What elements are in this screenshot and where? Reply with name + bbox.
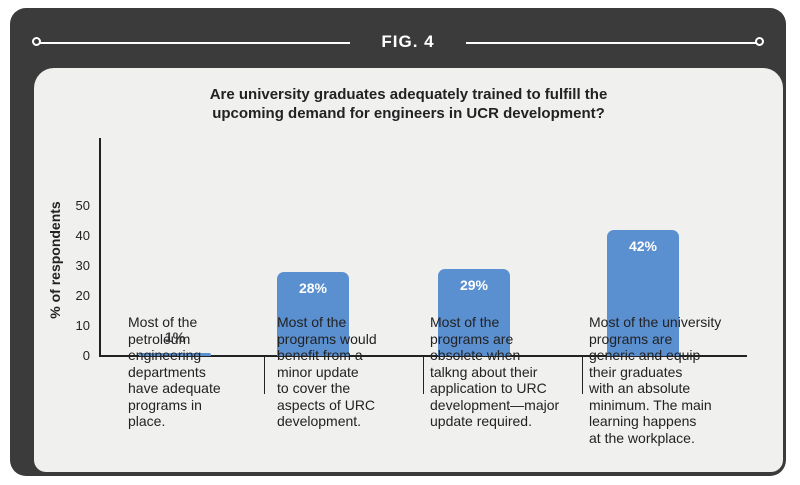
category-separator-1	[264, 356, 265, 394]
bar-data-label: 28%	[298, 280, 328, 296]
chart-title: Are university graduates adequately trai…	[34, 85, 783, 123]
bar	[438, 269, 510, 356]
bar	[607, 230, 679, 356]
y-tick-label: 50	[75, 198, 90, 213]
bar	[139, 353, 211, 356]
category-label-line: generic and equip	[589, 347, 701, 363]
category-label-line: programs are	[430, 330, 514, 347]
header-right-dot	[755, 37, 764, 46]
category-label: Most of the university programs are generi…	[589, 314, 721, 446]
category-label-line: with an absolute	[589, 380, 691, 396]
y-tick-label: 40	[75, 228, 90, 243]
category-label-line: talkng about their	[430, 363, 538, 380]
y-tick-label: 30	[75, 258, 90, 273]
bar-data-label: 42%	[628, 238, 658, 254]
category-label-line: development.	[277, 413, 362, 429]
category-separator-2	[423, 356, 424, 394]
category-label-line: aspects of URC	[277, 396, 376, 413]
category-label-line: programs are	[589, 330, 673, 347]
category-label-line: learning happens	[589, 413, 697, 429]
category-label-line: departments	[128, 363, 206, 380]
category-label-line: their graduates	[589, 363, 683, 380]
category-label-line: programs would	[277, 330, 377, 347]
header-right-rule	[466, 42, 756, 44]
header-left-dot	[32, 37, 41, 46]
category-label-line: petroleum	[128, 330, 191, 347]
category-label-line: development—major	[430, 396, 560, 413]
category-label-line: to cover the	[277, 380, 351, 396]
category-label-line: benefit from a	[277, 347, 363, 363]
y-axis-label: % of respondents	[47, 201, 63, 319]
y-axis-line	[99, 138, 101, 356]
category-label-line: engineering	[128, 347, 202, 363]
category-label-line: Most of the	[128, 314, 198, 330]
category-label-line: obsolete when	[430, 347, 521, 363]
chart-panel: Are university graduates adequately trai…	[34, 68, 783, 472]
category-label-line: update required.	[430, 413, 532, 429]
category-label-line: Most of the	[277, 314, 347, 330]
category-label-line: have adequate	[128, 380, 221, 396]
figure-label: FIG. 4	[381, 32, 435, 51]
category-label-line: application to URC	[430, 380, 547, 396]
figure-frame: FIG. 4 Are university graduates adequate…	[10, 8, 786, 476]
bar-data-label: 29%	[459, 277, 489, 293]
category-label: Most of the petroleum engineering departmen…	[128, 314, 221, 430]
category-label-line: Most of the university	[589, 314, 722, 330]
category-label: Most of the programs are obsolete when talk…	[430, 314, 559, 430]
category-label-line: Most of the	[430, 314, 500, 330]
bar-data-label: 1%	[164, 329, 186, 345]
y-tick-label: 10	[75, 318, 90, 333]
category-label-line: minimum. The main	[589, 396, 712, 413]
category-label-line: place.	[128, 413, 166, 429]
header-left-rule	[40, 42, 350, 44]
bar	[277, 272, 349, 356]
chart-title-line-1: Are university graduates adequately trai…	[209, 86, 608, 103]
y-tick-label: 0	[82, 348, 90, 363]
y-tick-label: 20	[75, 288, 90, 303]
chart-title-line-2: upcoming demand for engineers in UCR dev…	[212, 105, 605, 122]
category-separator-3	[582, 356, 583, 394]
category-label-line: programs in	[128, 396, 202, 413]
category-label-line: minor update	[277, 363, 359, 380]
category-label-line: at the workplace.	[589, 429, 695, 446]
